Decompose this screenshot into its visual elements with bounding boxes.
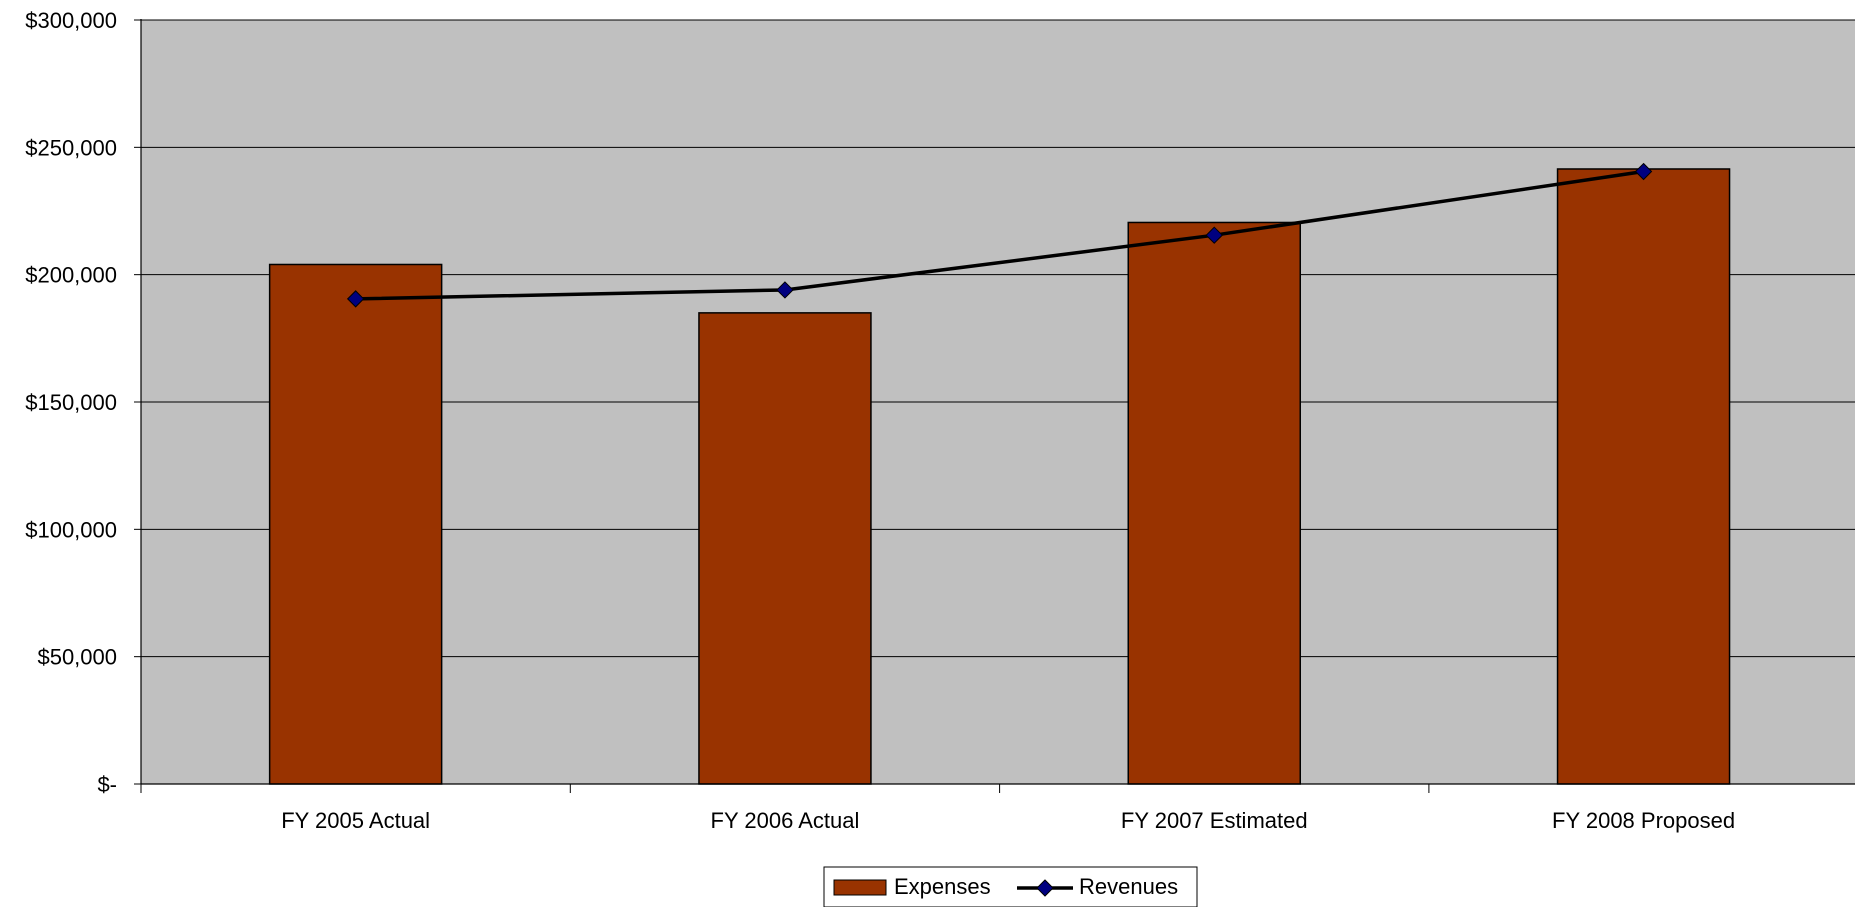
y-tick-label: $100,000 [25,517,117,542]
y-tick-label: $300,000 [25,8,117,33]
expenses-bar [1556,168,1731,785]
expenses-bar [268,263,443,785]
legend: Expenses Revenues [823,866,1198,907]
y-tick-label: $150,000 [25,390,117,415]
y-tick-label: $50,000 [37,645,117,670]
axes [134,19,1855,793]
legend-marker-revenues [1036,879,1054,897]
revenues-line [355,169,1644,301]
legend-label-expenses: Expenses [894,874,991,899]
revenues-point [1634,162,1653,181]
revenues-point [776,281,794,299]
y-tick-label: $200,000 [25,263,117,288]
legend-swatch-expenses [833,879,887,896]
legend-label-revenues: Revenues [1079,874,1178,899]
x-tick-labels: FY 2005 Actual FY 2006 Actual FY 2007 Esti… [281,808,1735,833]
expenses-bars [268,168,1731,785]
x-tick-label: FY 2006 Actual [711,808,860,833]
x-tick-label: FY 2008 Proposed [1552,808,1735,833]
y-tick-label: $250,000 [25,135,117,160]
revenues-point [1205,226,1223,244]
x-tick-label: FY 2005 Actual [281,808,430,833]
expenses-bar [698,312,872,785]
expenses-bar [1127,221,1301,785]
x-tick-label: FY 2007 Estimated [1121,808,1308,833]
revenues-point [346,290,365,308]
revenues-line-group [346,162,1653,308]
y-tick-label: $- [97,772,117,797]
y-tick-labels: $- $50,000 $100,000 $150,000 $200,000 $250,00… [25,8,117,797]
